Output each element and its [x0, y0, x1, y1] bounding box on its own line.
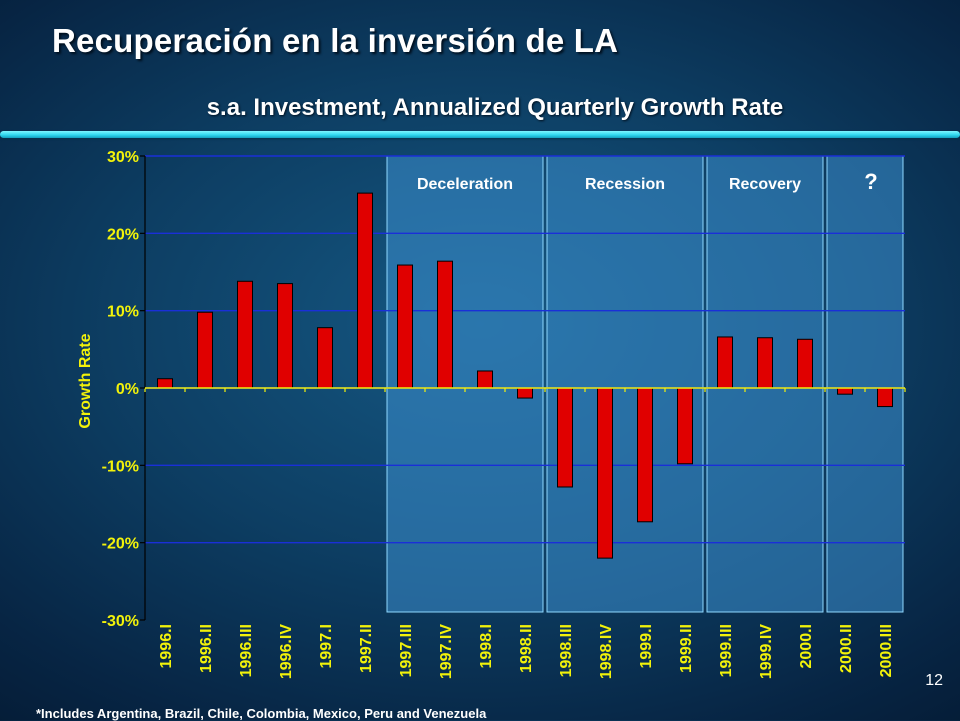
x-tick-label: 2000.III — [878, 624, 895, 677]
bar — [717, 336, 733, 389]
y-tick-label: 0% — [116, 381, 139, 398]
title-divider-rule — [0, 131, 960, 138]
bar — [157, 378, 173, 389]
x-tick-label: 1998.III — [558, 624, 575, 677]
x-tick-label: 1996.IV — [278, 624, 295, 679]
bar — [277, 283, 293, 389]
bar — [637, 387, 653, 523]
bar — [597, 387, 613, 559]
x-tick-label: 1999.III — [718, 624, 735, 677]
x-tick-label: 1999.I — [638, 624, 655, 668]
y-axis-label: Growth Rate — [77, 333, 94, 428]
y-tick-label: 10% — [107, 304, 139, 321]
phase-label-1: Recession — [585, 176, 665, 193]
y-tick-label: -10% — [102, 458, 139, 475]
phase-label-3: ? — [864, 169, 877, 194]
y-tick-label: -20% — [102, 536, 139, 553]
bar — [477, 370, 493, 389]
x-tick-label: 2000.II — [838, 624, 855, 673]
axes — [140, 155, 906, 621]
x-tick-label: 1996.I — [158, 624, 175, 668]
x-tick-label: 1997.I — [318, 624, 335, 668]
phase-band-1 — [546, 155, 704, 613]
phase-bands — [386, 155, 904, 613]
bars — [157, 192, 893, 559]
x-tick-label: 2000.I — [798, 624, 815, 668]
y-tick-label: -30% — [102, 613, 139, 630]
y-tick-label: 20% — [107, 226, 139, 243]
bar — [437, 260, 453, 389]
footnote: *Includes Argentina, Brazil, Chile, Colo… — [36, 706, 487, 721]
phase-band-3 — [826, 155, 904, 613]
x-tick-label: 1996.II — [198, 624, 215, 673]
labels: Deceleration Recession Recovery ? 30% 20% 10% 0… — [102, 149, 895, 679]
x-tick-label: 1998.I — [478, 624, 495, 668]
bar — [237, 280, 253, 389]
bar — [397, 264, 413, 389]
bar — [797, 338, 813, 389]
phase-label-0: Deceleration — [417, 176, 513, 193]
bar — [557, 387, 573, 488]
x-tick-label: 1997.II — [358, 624, 375, 673]
slide-title: Recuperación en la inversión de LA — [52, 22, 619, 59]
bar — [677, 387, 693, 465]
bar — [517, 387, 533, 399]
x-tick-label: 1997.III — [398, 624, 415, 677]
y-tick-label: 30% — [107, 149, 139, 166]
bar — [197, 311, 213, 389]
bar — [837, 387, 853, 395]
x-tick-label: 1996.III — [238, 624, 255, 677]
bar — [757, 337, 773, 389]
bar — [357, 192, 373, 389]
phase-label-2: Recovery — [729, 176, 801, 193]
x-tick-label: 1999.IV — [758, 624, 775, 679]
page-number: 12 — [925, 672, 943, 689]
bar — [877, 387, 893, 408]
x-tick-label: 1998.IV — [598, 624, 615, 679]
chart-subtitle: s.a. Investment, Annualized Quarterly Gr… — [206, 94, 784, 121]
x-tick-label: 1998.II — [518, 624, 535, 673]
x-tick-label: 1997.IV — [438, 624, 455, 679]
x-tick-label: 1999.II — [678, 624, 695, 673]
bar — [317, 327, 333, 389]
